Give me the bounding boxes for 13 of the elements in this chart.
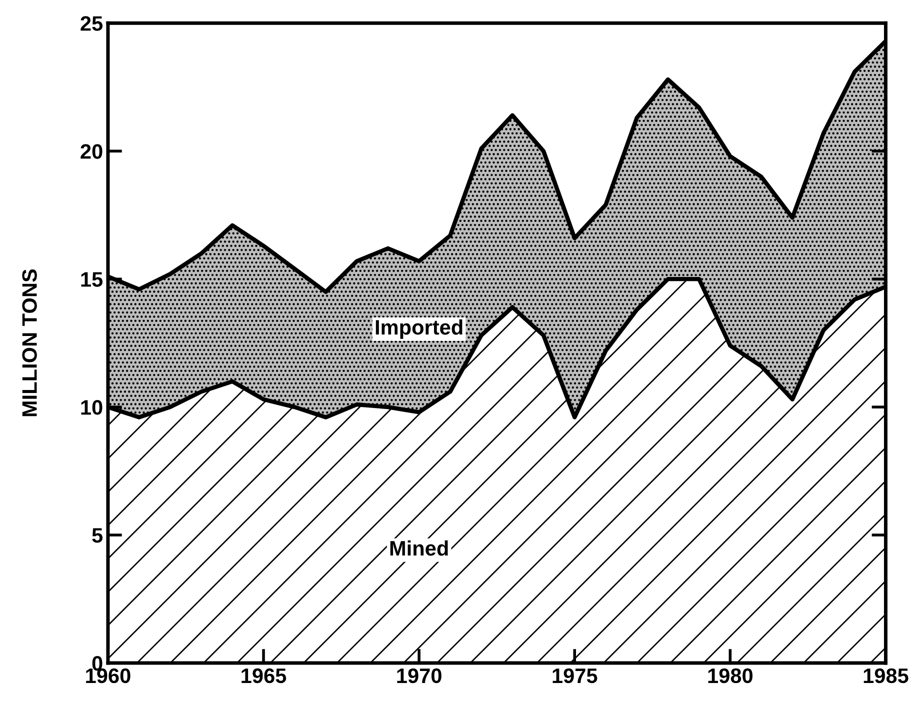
x-tick-label: 1965 bbox=[242, 668, 286, 684]
y-tick-label: 5 bbox=[92, 528, 103, 543]
y-tick-label: 10 bbox=[81, 400, 102, 415]
y-tick-label: 25 bbox=[80, 16, 103, 31]
y-tick-label: 15 bbox=[81, 272, 103, 287]
series-label: Imported bbox=[376, 319, 462, 339]
y-axis-title: MILLION TONS bbox=[22, 269, 37, 416]
x-tick-label: 1970 bbox=[397, 668, 442, 684]
x-tick-label: 1975 bbox=[552, 668, 598, 684]
x-tick-label: 1985 bbox=[864, 668, 908, 684]
y-tick-label: 20 bbox=[80, 144, 102, 159]
series-label: Mined bbox=[390, 540, 448, 556]
x-tick-label: 1980 bbox=[708, 668, 752, 684]
